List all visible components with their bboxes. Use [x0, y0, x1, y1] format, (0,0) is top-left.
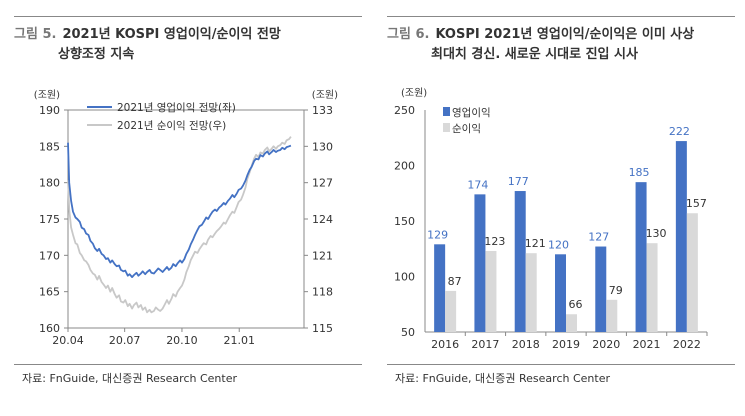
- y-tick-label: 250: [394, 104, 415, 117]
- legend-label: 2021년 영업이익 전망(좌): [117, 101, 236, 114]
- y-left-tick-label: 190: [39, 104, 60, 117]
- y-left-tick-label: 160: [39, 322, 60, 335]
- net-profit-bar: [646, 243, 658, 332]
- data-label: 123: [484, 235, 505, 248]
- y-unit: (조원): [401, 87, 427, 99]
- figure-5-title-line1: 2021년 KOSPI 영업이익/순이익 전망: [62, 27, 281, 42]
- bar-chart: 50 100 150 200 250 (조원) 2016 129 87 2017 174 123 201…: [394, 87, 708, 351]
- figure-5-source: 자료: FnGuide, 대신증권 Research Center: [22, 372, 237, 385]
- y-tick-label: 200: [394, 160, 415, 173]
- figure-6-source: 자료: FnGuide, 대신증권 Research Center: [395, 372, 610, 385]
- y-left-tick-label: 175: [39, 213, 60, 226]
- figure-6-title: 그림 6. KOSPI 2021년 영업이익/순이익은 이미 사상 최대치 경신.…: [387, 25, 694, 65]
- operating-profit-bar: [555, 254, 566, 332]
- data-label: 185: [629, 166, 650, 179]
- legend-label: 영업이익: [452, 106, 491, 119]
- y-right-tick-label: 115: [312, 322, 333, 335]
- y-tick-label: 100: [394, 271, 415, 284]
- y-left-tick-label: 180: [39, 177, 60, 190]
- net-profit-bar: [485, 250, 497, 332]
- data-label: 121: [525, 237, 546, 250]
- net-profit-bar: [686, 213, 698, 332]
- net-profit-bar: [606, 299, 618, 332]
- legend-label: 순이익: [452, 123, 481, 135]
- plot-frame: [67, 109, 305, 329]
- figure-6-title-line1: KOSPI 2021년 영업이익/순이익은 이미 사상: [435, 27, 695, 42]
- y-right-tick-label: 130: [312, 140, 333, 153]
- legend-label: 2021년 순이익 전망(우): [117, 120, 226, 132]
- net-profit-line: [67, 136, 292, 314]
- figure-5-title-line2: 상향조정 지속: [58, 47, 135, 62]
- source-rule: [14, 364, 362, 365]
- x-tick-label: 2018: [512, 338, 540, 351]
- source-rule: [387, 364, 735, 365]
- net-profit-bar: [525, 253, 537, 332]
- data-label: 129: [427, 228, 448, 241]
- line-chart: 160 165 170 175 180 185 190 115 118 121 124 127 130 1…: [34, 89, 338, 347]
- x-tick-label: 2021: [633, 338, 661, 351]
- net-profit-bar: [445, 290, 457, 332]
- y-right-tick-label: 133: [312, 104, 333, 117]
- figure-6-title-line2: 최대치 경신. 새로운 시대로 진입 시사: [431, 47, 638, 62]
- legend-swatch: [443, 107, 450, 116]
- operating-profit-bar: [474, 194, 486, 332]
- top-rule: [387, 16, 735, 17]
- x-tick-label: 20.10: [166, 334, 198, 347]
- y-right-tick-label: 121: [312, 249, 333, 262]
- x-tick-label: 2017: [471, 338, 499, 351]
- y-right-tick-label: 118: [312, 286, 333, 299]
- figure-6-panel: 그림 6. KOSPI 2021년 영업이익/순이익은 이미 사상 최대치 경신.…: [373, 0, 745, 416]
- net-profit-bar: [566, 314, 577, 332]
- data-label: 66: [569, 298, 583, 311]
- data-label: 157: [686, 197, 707, 210]
- data-label: 222: [669, 125, 690, 138]
- x-tick-label: 2022: [673, 338, 701, 351]
- operating-profit-bar: [635, 182, 647, 332]
- y-left-tick-label: 165: [39, 286, 60, 299]
- data-label: 177: [508, 175, 529, 188]
- x-tick-label: 2016: [431, 338, 459, 351]
- y-right-unit: (조원): [312, 89, 338, 101]
- y-left-tick-label: 185: [39, 140, 60, 153]
- data-label: 174: [467, 178, 488, 191]
- operating-profit-line: [67, 142, 292, 278]
- x-tick-label: 2020: [592, 338, 620, 351]
- y-right-tick-label: 127: [312, 177, 333, 190]
- data-label: 127: [588, 231, 609, 244]
- operating-profit-bar: [514, 191, 526, 332]
- data-label: 130: [646, 227, 667, 240]
- x-tick-label: 2019: [552, 338, 580, 351]
- figure-5-number: 그림 5.: [14, 27, 57, 42]
- data-label: 120: [548, 238, 569, 251]
- y-tick-label: 150: [394, 215, 415, 228]
- y-right-tick-label: 124: [312, 213, 333, 226]
- data-label: 79: [609, 284, 623, 297]
- x-tick-label: 21.01: [223, 334, 255, 347]
- legend-swatch: [443, 123, 450, 132]
- data-label: 87: [448, 275, 462, 288]
- y-left-tick-label: 170: [39, 249, 60, 262]
- operating-profit-bar: [434, 244, 446, 332]
- y-left-unit: (조원): [34, 89, 60, 101]
- figure-6-number: 그림 6.: [387, 27, 430, 42]
- figure-5-title: 그림 5. 2021년 KOSPI 영업이익/순이익 전망 상향조정 지속: [14, 25, 281, 65]
- operating-profit-bar: [675, 141, 687, 332]
- y-tick-label: 50: [401, 326, 415, 339]
- x-tick-label: 20.04: [52, 334, 84, 347]
- x-tick-label: 20.07: [109, 334, 141, 347]
- figure-5-panel: 그림 5. 2021년 KOSPI 영업이익/순이익 전망 상향조정 지속 160…: [0, 0, 372, 416]
- operating-profit-bar: [595, 246, 607, 332]
- top-rule: [14, 16, 362, 17]
